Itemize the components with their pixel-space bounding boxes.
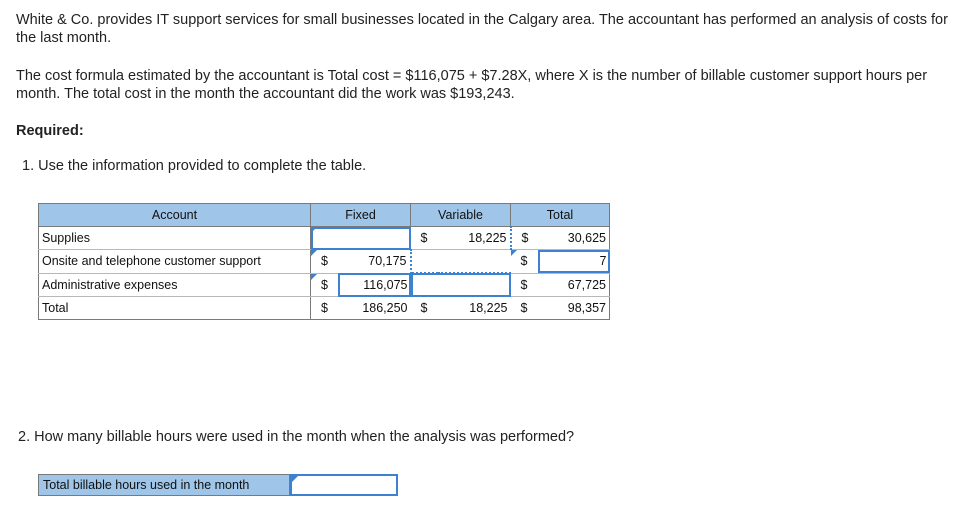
cost-table: Account Fixed Variable Total Supplies $ … <box>38 203 610 320</box>
currency-sign: $ <box>510 249 538 274</box>
account-cell: Onsite and telephone customer support <box>38 249 311 274</box>
header-account: Account <box>38 203 311 227</box>
currency-sign: $ <box>410 296 438 320</box>
currency-sign: $ <box>310 273 338 297</box>
support-variable-input[interactable] <box>410 249 511 274</box>
intro-paragraph-1: White & Co. provides IT support services… <box>16 12 948 46</box>
currency-sign: $ <box>510 226 538 250</box>
currency-sign: $ <box>310 296 338 320</box>
currency-sign: $ <box>510 296 538 320</box>
required-heading: Required: <box>16 123 84 139</box>
hours-row: Total billable hours used in the month <box>38 474 398 496</box>
admin-fixed-input[interactable]: 116,075 <box>337 273 411 297</box>
header-total: Total <box>510 203 610 227</box>
intro-paragraph-2: The cost formula estimated by the accoun… <box>16 68 928 102</box>
currency-sign: $ <box>410 226 438 250</box>
table-row: Supplies $ 18,225 $ 30,625 <box>38 226 610 250</box>
total-variable-value: 18,225 <box>437 296 511 320</box>
support-fixed-value: 70,175 <box>337 249 412 274</box>
account-cell: Supplies <box>38 226 311 250</box>
question-1: 1. Use the information provided to compl… <box>22 158 367 174</box>
hours-label: Total billable hours used in the month <box>38 474 290 496</box>
table-row: Total $ 186,250 $ 18,225 $ 98,357 <box>38 296 610 320</box>
currency-sign: $ <box>510 273 538 297</box>
table-header-row: Account Fixed Variable Total <box>38 203 610 227</box>
support-total-input[interactable]: 7 <box>537 249 610 274</box>
total-total-value: 98,357 <box>537 296 610 320</box>
currency-sign: $ <box>310 249 338 274</box>
header-variable: Variable <box>410 203 511 227</box>
hours-input[interactable] <box>290 474 398 496</box>
account-cell: Administrative expenses <box>38 273 311 297</box>
supplies-total-value: 30,625 <box>537 226 610 250</box>
admin-variable-input[interactable] <box>410 273 511 297</box>
account-cell: Total <box>38 296 311 320</box>
table-row: Onsite and telephone customer support $ … <box>38 249 610 274</box>
supplies-variable-value: 18,225 <box>437 226 512 250</box>
supplies-fixed-input[interactable] <box>310 226 411 250</box>
table-row: Administrative expenses $ 116,075 $ 67,7… <box>38 273 610 297</box>
total-fixed-value: 186,250 <box>337 296 411 320</box>
header-fixed: Fixed <box>310 203 411 227</box>
admin-total-value: 67,725 <box>537 273 610 297</box>
question-2: 2. How many billable hours were used in … <box>18 429 575 445</box>
